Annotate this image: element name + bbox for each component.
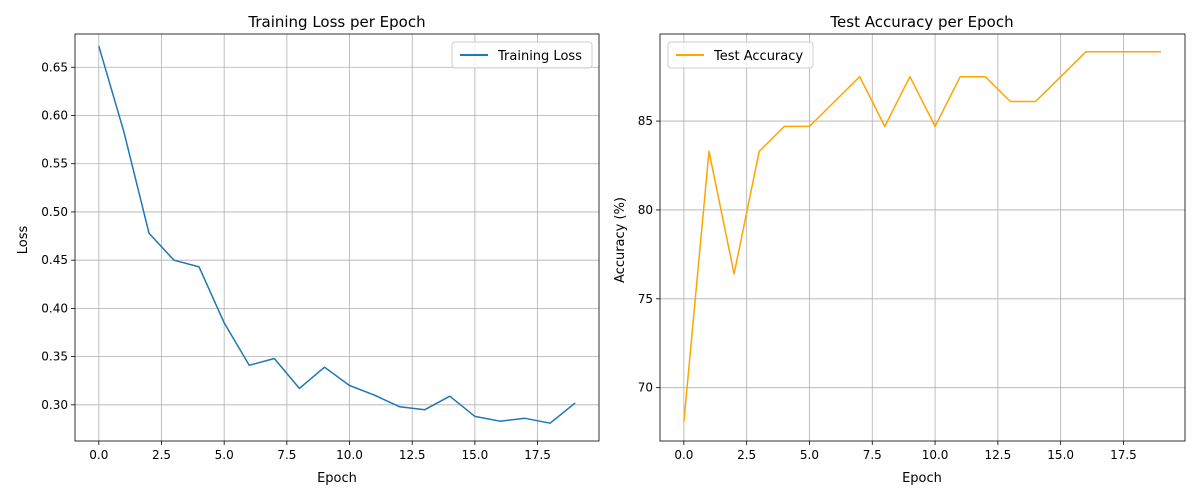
chart-title: Test Accuracy per Epoch: [829, 13, 1013, 31]
y-tick-label: 0.30: [41, 398, 68, 412]
plot-area: 0.0 2.5 5.0 7.5 10.0 12.5 15.0 17.5 70 75 80 85: [638, 33, 1186, 462]
y-tick-label: 75: [638, 292, 653, 306]
chart-test-accuracy: Test Accuracy per Epoch Epoch Accuracy (…: [613, 13, 1186, 486]
x-tick-label: 10.0: [336, 448, 363, 462]
axes-frame: [659, 33, 1186, 442]
x-tick-label: 0.0: [674, 448, 693, 462]
x-tick-label: 15.0: [1047, 448, 1074, 462]
x-tick-label: 2.5: [737, 448, 756, 462]
x-tick-label: 2.5: [152, 448, 171, 462]
legend-entry-label: Test Accuracy: [713, 49, 803, 64]
x-tick-label: 5.0: [215, 448, 234, 462]
chart-training-loss: Training Loss per Epoch Epoch Loss 0.0 2.…: [16, 13, 600, 486]
legend-entry-label: Training Loss: [497, 49, 582, 64]
x-tick-label: 17.5: [1110, 448, 1137, 462]
x-tick-label: 15.0: [462, 448, 489, 462]
x-tick-label: 17.5: [524, 448, 551, 462]
y-tick-label: 0.55: [41, 157, 68, 171]
plot-area: 0.0 2.5 5.0 7.5 10.0 12.5 15.0 17.5 0.30 0.35 0.40…: [41, 33, 600, 462]
x-tick-label: 10.0: [922, 448, 949, 462]
y-tick-label: 70: [638, 381, 653, 395]
legend-frame: [667, 41, 814, 69]
legend: Training Loss: [451, 41, 593, 69]
x-tick-label: 7.5: [277, 448, 296, 462]
x-tick-label: 12.5: [984, 448, 1011, 462]
y-axis-label: Loss: [16, 226, 31, 255]
legend: Test Accuracy: [667, 41, 814, 69]
y-tick-label: 0.35: [41, 350, 68, 364]
y-tick-label: 85: [638, 114, 653, 128]
legend-frame: [451, 41, 593, 69]
y-tick-label: 0.40: [41, 301, 68, 315]
y-tick-label: 0.50: [41, 205, 68, 219]
series-line: [98, 45, 576, 424]
y-tick-label: 0.60: [41, 108, 68, 122]
x-axis-label: Epoch: [317, 471, 357, 486]
chart-title: Training Loss per Epoch: [247, 13, 425, 31]
x-tick-label: 0.0: [89, 448, 108, 462]
axes-frame: [74, 33, 600, 442]
series-line: [683, 51, 1162, 422]
x-tick-label: 7.5: [863, 448, 882, 462]
y-tick-label: 0.45: [41, 253, 68, 267]
y-axis-label: Accuracy (%): [613, 197, 628, 283]
y-tick-label: 0.65: [41, 60, 68, 74]
x-tick-label: 5.0: [800, 448, 819, 462]
x-tick-label: 12.5: [399, 448, 426, 462]
y-tick-label: 80: [638, 203, 653, 217]
x-axis-label: Epoch: [902, 471, 942, 486]
